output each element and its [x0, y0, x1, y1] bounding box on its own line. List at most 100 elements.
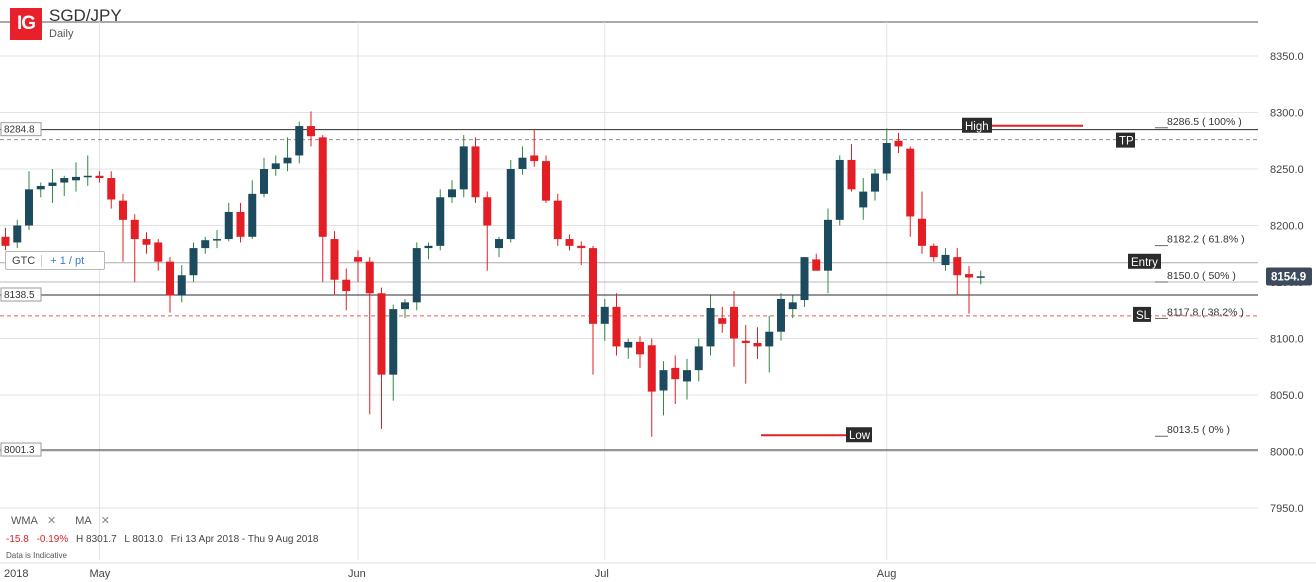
candle-body — [213, 239, 221, 241]
candle-body — [177, 275, 186, 296]
candle-body — [765, 331, 774, 347]
candle-body — [953, 257, 962, 276]
high-label: High — [965, 121, 989, 133]
instrument-symbol: SGD/JPY — [49, 6, 122, 25]
x-tick-label: Jun — [348, 568, 366, 580]
candle-body — [471, 146, 480, 198]
indicator-bar: WMA ✕ MA ✕ — [11, 514, 126, 527]
candle-body — [401, 302, 409, 310]
candle-body — [13, 225, 22, 243]
candle-body — [424, 245, 433, 249]
date-range: Fri 13 Apr 2018 - Thu 9 Aug 2018 — [170, 534, 319, 545]
last-price-label: 8154.9 — [1271, 271, 1306, 283]
candle-body — [354, 257, 362, 262]
x-tick-label: Jul — [595, 568, 609, 580]
candle-body — [83, 175, 92, 178]
candle-body — [224, 211, 233, 240]
price-change-pct: -0.19% — [36, 534, 69, 545]
level-label: 8284.8 — [4, 125, 35, 136]
candle-body — [142, 239, 151, 245]
candle-body — [542, 161, 550, 201]
indicator-wma[interactable]: WMA — [11, 515, 38, 527]
candle-body — [506, 169, 515, 240]
level-label-box — [0, 442, 42, 457]
candle-body — [459, 146, 468, 190]
x-tick-label: 2018 — [4, 568, 28, 580]
candle-body — [236, 211, 245, 237]
order-step[interactable]: + 1 / pt — [50, 254, 85, 267]
candle-body — [612, 306, 621, 347]
candle-body — [95, 175, 104, 179]
order-type-gtc[interactable]: GTC — [6, 254, 43, 267]
high-label-box — [962, 117, 992, 133]
candle-body — [706, 307, 715, 347]
y-tick-label: 7950.0 — [1270, 503, 1304, 515]
fib-label: 8286.5 ( 100% ) — [1167, 116, 1242, 128]
candle-body — [130, 219, 139, 240]
price-stats: -15.8 -0.19% H 8301.7 L 8013.0 Fri 13 Ap… — [6, 534, 323, 545]
y-tick-label: 8100.0 — [1270, 334, 1304, 346]
candle-body — [166, 261, 174, 296]
candle-body — [283, 157, 292, 164]
candle-body — [788, 302, 797, 310]
ig-logo: IG — [10, 8, 42, 40]
x-tick-label: May — [90, 568, 111, 580]
low-label-box — [846, 427, 872, 443]
chart-period[interactable]: Daily — [49, 28, 74, 40]
candle-body — [800, 257, 809, 301]
candle-body — [730, 306, 738, 339]
level-label: 8001.3 — [4, 445, 35, 456]
candle-body — [412, 248, 421, 303]
low-label: Low — [849, 430, 871, 442]
candle-body — [530, 155, 539, 162]
candle-body — [918, 218, 926, 246]
candle-body — [295, 126, 304, 156]
candle-body — [436, 197, 445, 246]
price-change: -15.8 — [6, 534, 29, 545]
candle-body — [871, 173, 879, 192]
candle-body — [906, 148, 915, 217]
candle-body — [824, 219, 832, 271]
level-label: 8138.5 — [4, 290, 35, 301]
candle-body — [483, 197, 492, 226]
remove-wma-icon[interactable]: ✕ — [46, 515, 57, 527]
candle-body — [565, 239, 574, 246]
fib-label: 8013.5 ( 0% ) — [1167, 424, 1230, 436]
y-tick-label: 8050.0 — [1270, 390, 1304, 402]
period-low: L 8013.0 — [124, 534, 163, 545]
tp-label: TP — [1119, 136, 1134, 148]
level-label-box — [0, 122, 42, 137]
order-box[interactable]: GTC + 1 / pt — [5, 251, 105, 270]
candle-body — [671, 367, 680, 380]
candle-body — [518, 157, 527, 169]
candle-body — [260, 169, 268, 194]
sl-label-box — [1133, 306, 1151, 322]
candle-body — [894, 140, 903, 147]
candle-body — [859, 191, 868, 208]
indicator-ma[interactable]: MA — [75, 515, 92, 527]
candle-body — [812, 259, 821, 271]
candle-body — [683, 370, 691, 382]
remove-ma-icon[interactable]: ✕ — [100, 515, 111, 527]
y-tick-label: 8000.0 — [1270, 447, 1304, 459]
candle-body — [248, 193, 257, 237]
candle-body — [189, 248, 198, 276]
candle-body — [307, 126, 315, 137]
candle-body — [835, 159, 844, 220]
candle-body — [495, 239, 503, 249]
fib-label: 8117.8 ( 38.2% ) — [1167, 306, 1244, 318]
candle-body — [753, 343, 762, 347]
candle-body — [647, 345, 656, 392]
candle-body — [448, 189, 456, 198]
candle-body — [389, 309, 398, 375]
candle-body — [965, 274, 973, 278]
candle-body — [589, 248, 597, 324]
candle-body — [577, 245, 586, 249]
candle-body — [154, 242, 163, 262]
y-tick-label: 8200.0 — [1270, 221, 1304, 233]
candle-body — [694, 346, 703, 371]
y-tick-label: 8350.0 — [1270, 51, 1304, 63]
candle-body — [201, 240, 210, 249]
candle-body — [976, 276, 985, 278]
